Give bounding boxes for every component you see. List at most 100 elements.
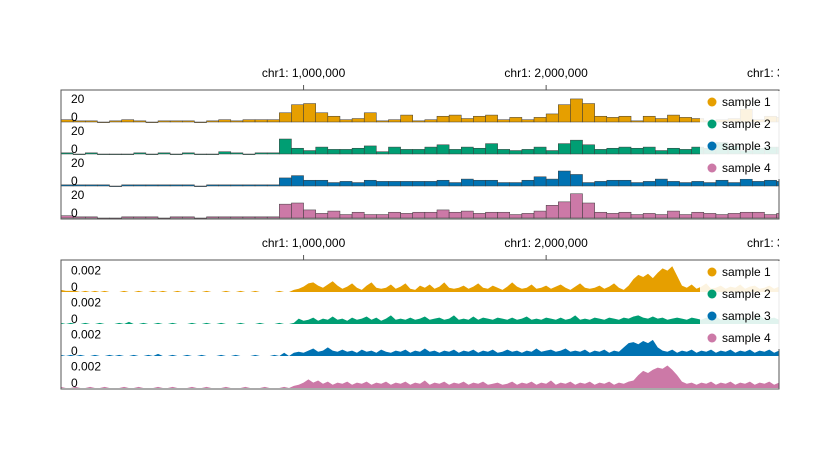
legend-swatch-sample-2 xyxy=(707,119,717,129)
bar-sample-3-41 xyxy=(558,170,571,187)
bar-sample-3-36 xyxy=(497,182,510,187)
bar-sample-3-31 xyxy=(436,179,450,187)
bar-sample-1-36 xyxy=(497,119,510,123)
y-tick-label: 0 xyxy=(71,206,78,220)
y-axis-labels: 0 0.002 0 0.002 0 0.002 0 0.002 xyxy=(71,264,101,390)
bar-sample-4-10 xyxy=(182,216,195,219)
bar-sample-2-44 xyxy=(594,149,608,155)
bar-sample-3-28 xyxy=(400,181,413,187)
bar-sample-1-18 xyxy=(279,112,292,123)
tracks xyxy=(61,266,779,388)
bar-sample-3-38 xyxy=(521,179,535,187)
bar-sample-3-21 xyxy=(315,179,329,187)
legend-label-sample-1: sample 1 xyxy=(722,95,771,109)
bar-sample-1-7 xyxy=(145,121,159,123)
bar-sample-2-36 xyxy=(497,149,510,155)
bar-sample-4-16 xyxy=(254,216,268,219)
bar-sample-4-48 xyxy=(642,213,656,219)
legend-swatch-sample-1 xyxy=(707,97,717,107)
bar-sample-2-35 xyxy=(485,143,498,155)
x-tick-label: chr1: 2,000,000 xyxy=(504,66,588,80)
legend-label-sample-4: sample 4 xyxy=(722,331,771,345)
bar-sample-4-23 xyxy=(339,214,353,219)
x-axis: chr1: 1,000,000 chr1: 2,000,000 chr1: 3,00… xyxy=(61,66,779,91)
bar-sample-2-27 xyxy=(388,146,401,155)
bar-sample-1-6 xyxy=(133,120,147,123)
legend: sample 1 sample 2 sample 3 sample 4 xyxy=(700,261,780,349)
bar-sample-4-44 xyxy=(594,211,608,219)
area-sample-2 xyxy=(61,315,779,324)
area-sample-3 xyxy=(61,339,779,356)
bar-sample-3-56 xyxy=(739,178,753,187)
bar-sample-2-37 xyxy=(509,150,523,155)
bar-sample-3-60 xyxy=(789,179,801,186)
bar-sample-1-24 xyxy=(351,118,365,123)
series-sample-1 xyxy=(61,266,779,292)
bar-sample-1-20 xyxy=(303,103,316,123)
bar-sample-4-5 xyxy=(121,216,135,219)
bar-sample-2-10 xyxy=(182,152,195,155)
bar-sample-2-1 xyxy=(72,153,86,155)
bar-sample-2-63 xyxy=(825,149,837,154)
series-sample-2 xyxy=(61,138,837,155)
bar-sample-3-48 xyxy=(642,181,656,187)
bar-sample-3-35 xyxy=(485,179,498,187)
area-sample-4 xyxy=(61,365,779,388)
bar-sample-1-46 xyxy=(618,115,632,123)
bar-sample-1-48 xyxy=(642,115,656,123)
bar-sample-4-45 xyxy=(606,213,620,219)
bar-sample-1-40 xyxy=(545,113,559,123)
bar-sample-2-51 xyxy=(679,149,692,155)
bar-sample-2-32 xyxy=(448,149,462,155)
bar-sample-3-4 xyxy=(109,185,122,187)
bar-sample-4-63 xyxy=(825,211,837,218)
bar-sample-1-44 xyxy=(594,115,608,123)
bar-sample-4-30 xyxy=(424,211,438,219)
bar-sample-3-42 xyxy=(570,174,583,187)
bar-sample-3-5 xyxy=(121,184,135,187)
y-tick-label: 0 xyxy=(71,110,78,124)
bar-sample-4-32 xyxy=(448,211,462,219)
bar-sample-2-15 xyxy=(242,153,256,155)
bar-sample-3-46 xyxy=(618,179,632,187)
legend-label-sample-3: sample 3 xyxy=(722,139,771,153)
bar-sample-3-55 xyxy=(727,182,741,187)
bar-sample-1-41 xyxy=(558,104,571,123)
bar-sample-3-3 xyxy=(97,184,110,187)
bar-sample-4-38 xyxy=(521,213,535,219)
bar-sample-1-25 xyxy=(363,112,377,123)
bar-sample-2-16 xyxy=(254,152,268,155)
bar-sample-4-61 xyxy=(801,212,813,218)
bar-sample-2-13 xyxy=(218,151,232,155)
bar-sample-4-12 xyxy=(206,216,219,219)
bar-sample-1-3 xyxy=(97,121,110,123)
bar-sample-4-43 xyxy=(582,202,595,219)
y-tick-label: 0.002 xyxy=(71,360,101,374)
bar-sample-2-61 xyxy=(801,148,813,154)
bar-sample-1-29 xyxy=(412,120,426,123)
bar-sample-3-59 xyxy=(776,181,779,187)
bar-sample-2-48 xyxy=(642,146,656,155)
bar-sample-2-60 xyxy=(789,145,801,154)
bar-sample-2-8 xyxy=(157,152,171,155)
bar-sample-4-52 xyxy=(691,211,705,219)
bar-sample-3-57 xyxy=(752,181,765,187)
bar-sample-2-28 xyxy=(400,149,413,155)
y-tick-label: 0 xyxy=(71,142,78,156)
series-sample-3 xyxy=(61,339,779,356)
bar-sample-2-3 xyxy=(97,153,110,155)
bar-sample-2-26 xyxy=(376,151,389,155)
bar-sample-2-4 xyxy=(109,153,122,155)
bar-sample-1-49 xyxy=(655,118,668,123)
bar-sample-3-43 xyxy=(582,182,595,187)
bar-sample-4-13 xyxy=(218,216,232,219)
plot-frame xyxy=(60,89,780,220)
bar-sample-2-43 xyxy=(582,144,595,155)
bar-sample-2-14 xyxy=(230,152,244,155)
bar-sample-1-32 xyxy=(448,114,462,123)
bar-sample-1-16 xyxy=(254,119,268,123)
area-sample-1 xyxy=(61,266,779,292)
bar-sample-2-7 xyxy=(145,153,159,155)
